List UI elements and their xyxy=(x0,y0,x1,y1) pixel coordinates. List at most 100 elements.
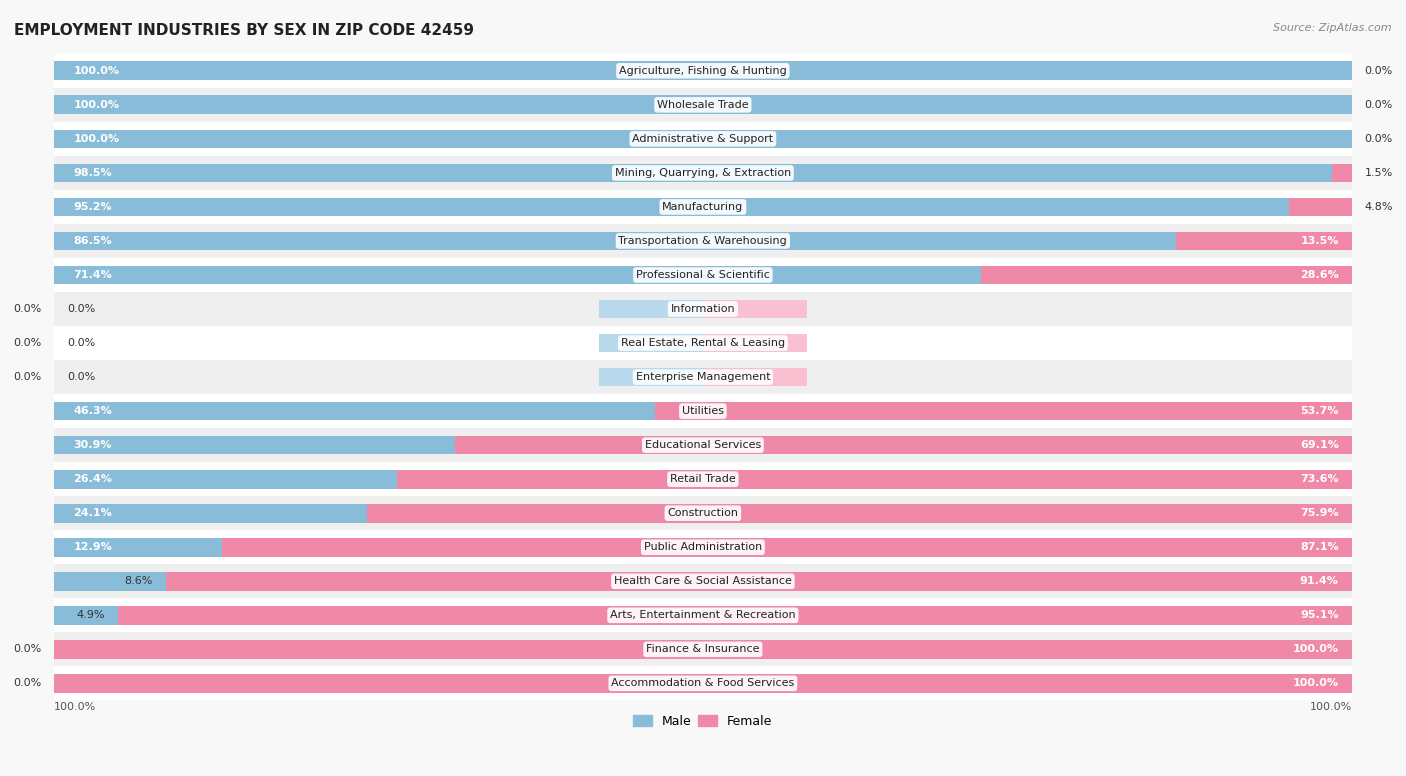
Bar xyxy=(1331,164,1351,182)
Bar xyxy=(55,190,1351,224)
Text: Manufacturing: Manufacturing xyxy=(662,202,744,212)
Text: EMPLOYMENT INDUSTRIES BY SEX IN ZIP CODE 42459: EMPLOYMENT INDUSTRIES BY SEX IN ZIP CODE… xyxy=(14,23,474,38)
Text: 95.2%: 95.2% xyxy=(73,202,112,212)
Text: 0.0%: 0.0% xyxy=(1365,134,1393,144)
Bar xyxy=(55,504,367,522)
Bar xyxy=(55,436,456,455)
Text: 86.5%: 86.5% xyxy=(73,236,112,246)
Bar xyxy=(55,326,1351,360)
Bar xyxy=(55,164,1331,182)
Text: 75.9%: 75.9% xyxy=(1301,508,1339,518)
Text: 4.9%: 4.9% xyxy=(76,610,105,620)
Text: 1.5%: 1.5% xyxy=(1365,168,1393,178)
Bar xyxy=(55,61,1351,80)
Bar xyxy=(55,598,1351,632)
Bar xyxy=(55,402,655,421)
Text: 100.0%: 100.0% xyxy=(73,134,120,144)
Bar xyxy=(55,54,1351,88)
Text: 100.0%: 100.0% xyxy=(55,702,97,712)
Bar xyxy=(703,368,807,386)
Bar xyxy=(55,122,1351,156)
Bar xyxy=(55,469,396,489)
Bar xyxy=(1289,198,1351,217)
Text: Educational Services: Educational Services xyxy=(645,440,761,450)
Text: Mining, Quarrying, & Extraction: Mining, Quarrying, & Extraction xyxy=(614,168,792,178)
Bar xyxy=(55,496,1351,530)
Text: Information: Information xyxy=(671,304,735,314)
Text: 53.7%: 53.7% xyxy=(1301,406,1339,416)
Text: 0.0%: 0.0% xyxy=(1365,100,1393,110)
Text: 0.0%: 0.0% xyxy=(13,372,41,382)
Text: 69.1%: 69.1% xyxy=(1299,440,1339,450)
Text: 4.8%: 4.8% xyxy=(1365,202,1393,212)
Bar xyxy=(703,334,807,352)
Bar xyxy=(55,394,1351,428)
Text: 46.3%: 46.3% xyxy=(73,406,112,416)
Text: Professional & Scientific: Professional & Scientific xyxy=(636,270,770,280)
Text: Administrative & Support: Administrative & Support xyxy=(633,134,773,144)
Bar xyxy=(703,300,807,318)
Text: 73.6%: 73.6% xyxy=(1301,474,1339,484)
Text: 87.1%: 87.1% xyxy=(1301,542,1339,553)
Bar xyxy=(55,564,1351,598)
Bar xyxy=(396,469,1351,489)
Text: Accommodation & Food Services: Accommodation & Food Services xyxy=(612,678,794,688)
Text: 100.0%: 100.0% xyxy=(1292,678,1339,688)
Bar xyxy=(599,368,703,386)
Text: 100.0%: 100.0% xyxy=(1309,702,1351,712)
Text: Finance & Insurance: Finance & Insurance xyxy=(647,644,759,654)
Text: Arts, Entertainment & Recreation: Arts, Entertainment & Recreation xyxy=(610,610,796,620)
Text: Agriculture, Fishing & Hunting: Agriculture, Fishing & Hunting xyxy=(619,66,787,76)
Bar xyxy=(655,402,1351,421)
Text: 71.4%: 71.4% xyxy=(73,270,112,280)
Bar xyxy=(166,572,1351,591)
Bar xyxy=(367,504,1351,522)
Bar xyxy=(55,292,1351,326)
Bar xyxy=(55,606,118,625)
Text: Wholesale Trade: Wholesale Trade xyxy=(657,100,748,110)
Bar xyxy=(1177,231,1351,251)
Bar xyxy=(55,130,1351,148)
Text: 91.4%: 91.4% xyxy=(1299,577,1339,586)
Bar xyxy=(456,436,1351,455)
Bar xyxy=(55,198,1289,217)
Text: Public Administration: Public Administration xyxy=(644,542,762,553)
Bar xyxy=(55,640,1351,659)
Text: 13.5%: 13.5% xyxy=(1301,236,1339,246)
Text: 30.9%: 30.9% xyxy=(73,440,112,450)
Text: 0.0%: 0.0% xyxy=(67,338,96,348)
Text: Utilities: Utilities xyxy=(682,406,724,416)
Bar xyxy=(55,538,222,556)
Text: Enterprise Management: Enterprise Management xyxy=(636,372,770,382)
Bar xyxy=(55,674,1351,693)
Bar xyxy=(55,265,980,284)
Text: 0.0%: 0.0% xyxy=(13,678,41,688)
Bar xyxy=(55,156,1351,190)
Bar xyxy=(55,231,1177,251)
Text: 8.6%: 8.6% xyxy=(124,577,153,586)
Bar xyxy=(55,224,1351,258)
Bar xyxy=(222,538,1351,556)
Bar xyxy=(599,300,703,318)
Bar xyxy=(55,667,1351,701)
Text: Health Care & Social Assistance: Health Care & Social Assistance xyxy=(614,577,792,586)
Bar xyxy=(55,572,166,591)
Bar xyxy=(599,334,703,352)
Text: 0.0%: 0.0% xyxy=(67,304,96,314)
Text: 0.0%: 0.0% xyxy=(13,338,41,348)
Text: 0.0%: 0.0% xyxy=(13,304,41,314)
Bar xyxy=(55,428,1351,462)
Text: 0.0%: 0.0% xyxy=(13,644,41,654)
Text: Source: ZipAtlas.com: Source: ZipAtlas.com xyxy=(1274,23,1392,33)
Text: 100.0%: 100.0% xyxy=(1292,644,1339,654)
Bar xyxy=(55,462,1351,496)
Text: Retail Trade: Retail Trade xyxy=(671,474,735,484)
Text: 100.0%: 100.0% xyxy=(73,100,120,110)
Legend: Male, Female: Male, Female xyxy=(628,710,778,733)
Text: 95.1%: 95.1% xyxy=(1301,610,1339,620)
Bar xyxy=(55,258,1351,292)
Text: Real Estate, Rental & Leasing: Real Estate, Rental & Leasing xyxy=(621,338,785,348)
Bar xyxy=(980,265,1351,284)
Text: Construction: Construction xyxy=(668,508,738,518)
Text: 100.0%: 100.0% xyxy=(73,66,120,76)
